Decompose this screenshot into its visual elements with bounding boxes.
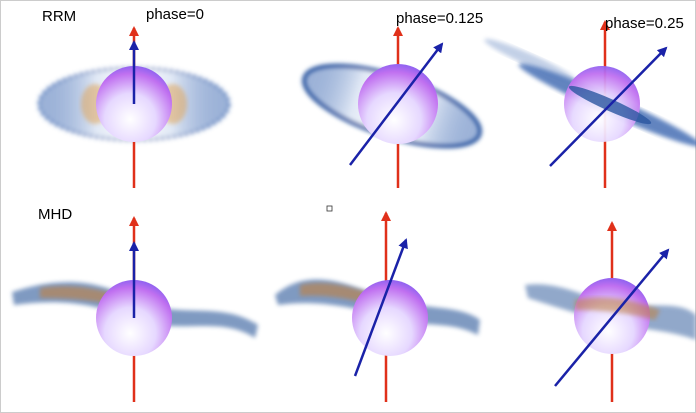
figure: RRM MHD phase=0 phase=0.125 phase=0.25 — [0, 0, 696, 413]
row-label: RRM — [42, 8, 76, 25]
column-label: phase=0.25 — [605, 15, 684, 32]
row-label: MHD — [38, 206, 72, 223]
column-label: phase=0 — [146, 6, 204, 23]
frame — [1, 1, 696, 413]
column-label: phase=0.125 — [396, 10, 483, 27]
